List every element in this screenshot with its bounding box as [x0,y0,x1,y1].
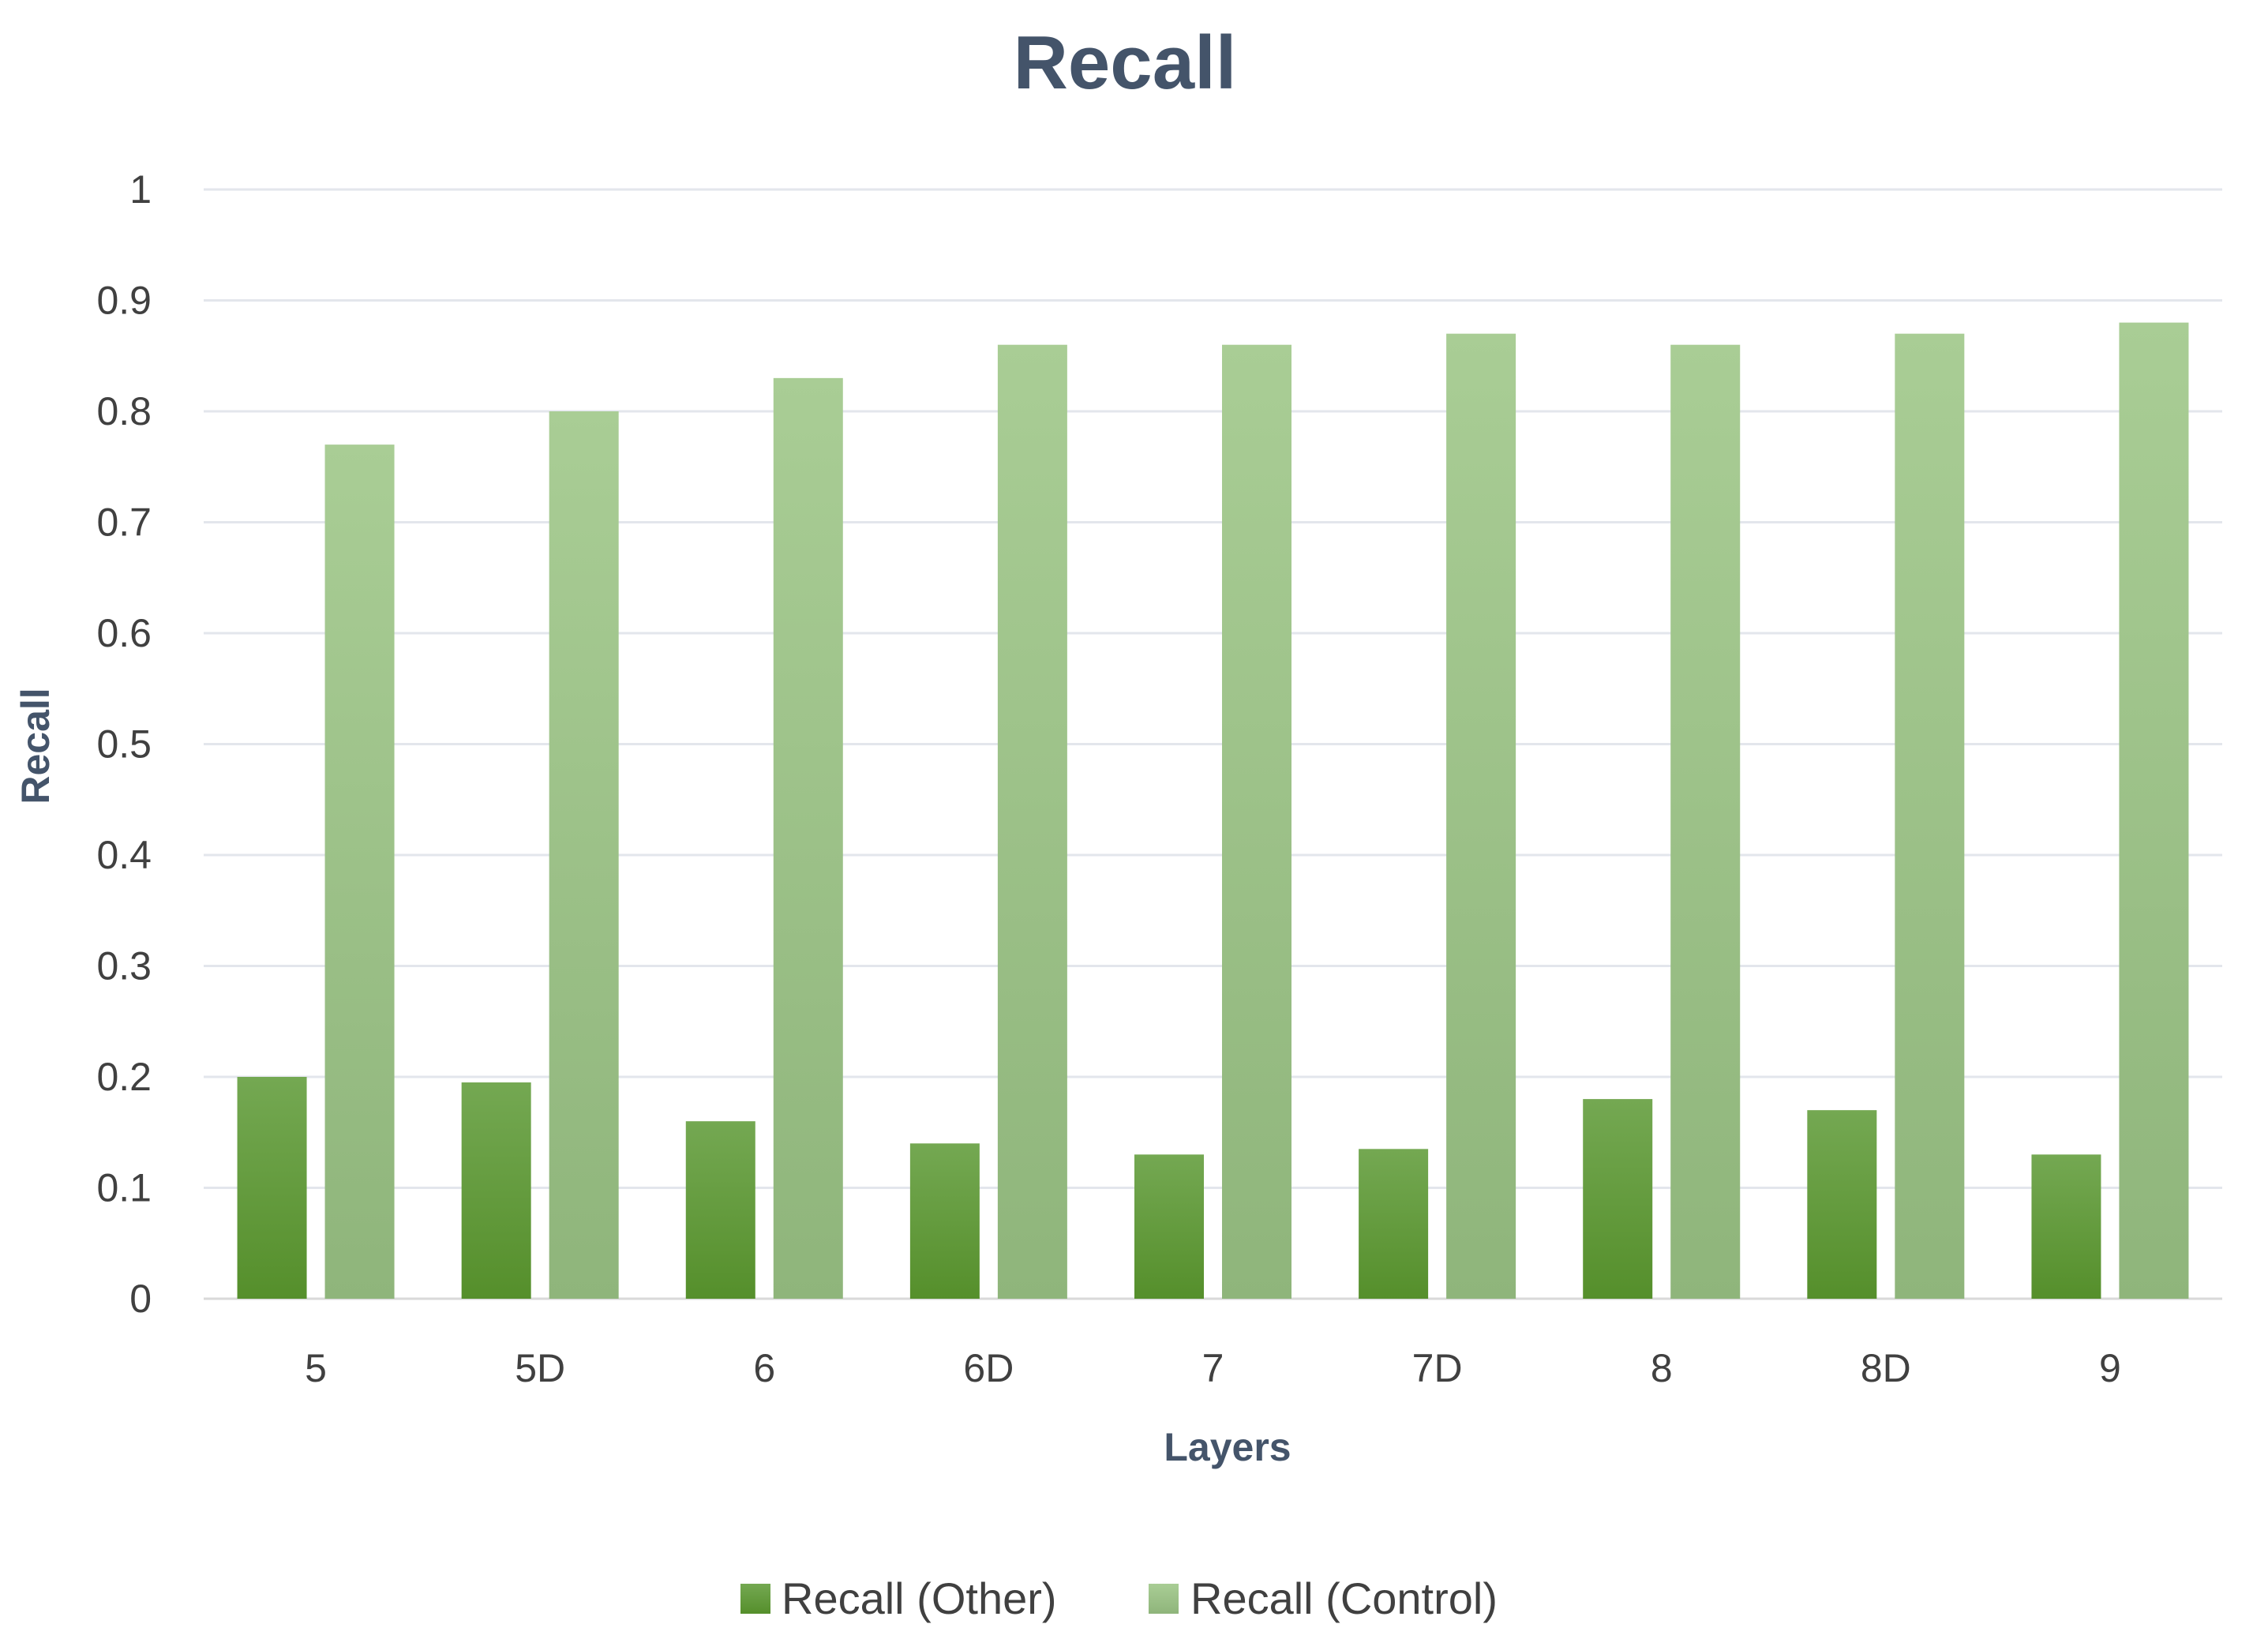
bar-recall-control [549,411,619,1299]
y-tick-label: 0 [129,1277,152,1321]
bar-recall-other [1807,1110,1877,1299]
bar-recall-other [1134,1154,1204,1299]
y-tick-label: 0.9 [96,279,152,323]
x-tick-label: 7 [1202,1346,1224,1390]
bar-recall-other [1359,1149,1429,1299]
x-tick-label: 5D [515,1346,565,1390]
bar-recall-control [1222,344,1291,1300]
x-tick-label: 9 [2099,1346,2121,1390]
x-tick-label: 5 [305,1346,327,1390]
y-tick-label: 0.7 [96,501,152,545]
bar-recall-other [1583,1099,1653,1299]
bar-recall-control [773,377,843,1300]
bars [237,322,2189,1300]
y-tick-label: 0.6 [96,611,152,655]
bar-recall-other [909,1143,980,1299]
gridlines [204,188,2222,1300]
bar-recall-other [2031,1154,2101,1299]
x-axis-label: Layers [1164,1425,1291,1469]
legend: Recall (Other) Recall (Control) [740,1573,1498,1623]
legend-label-other: Recall (Other) [782,1573,1057,1623]
y-axis-label: Recall [13,688,58,804]
legend-swatch-control [1149,1584,1179,1614]
legend-swatch-other [740,1584,770,1614]
bar-recall-control [1895,333,1965,1299]
y-tick-label: 0.4 [96,833,152,877]
bar-recall-control [324,444,395,1299]
y-tick-label: 0.2 [96,1055,152,1099]
y-tick-label: 0.8 [96,389,152,433]
y-tick-label: 1 [129,167,152,212]
bar-recall-control [1670,344,1741,1300]
bar-recall-control [2119,322,2189,1300]
y-tick-label: 0.1 [96,1166,152,1210]
x-tick-label: 7D [1412,1346,1463,1390]
bar-recall-control [1446,333,1516,1299]
x-axis-ticks: 5 5D 6 6D 7 7D 8 8D 9 [305,1346,2121,1390]
chart-title: Recall [1014,21,1237,105]
x-tick-label: 8 [1651,1346,1673,1390]
y-tick-label: 0.3 [96,944,152,988]
bar-recall-control [997,344,1067,1300]
x-tick-label: 8D [1861,1346,1911,1390]
bar-recall-other [685,1121,755,1299]
bar-recall-other [237,1077,307,1299]
legend-label-control: Recall (Control) [1190,1573,1498,1623]
bar-recall-other [461,1082,531,1299]
y-axis-ticks: 0 0.1 0.2 0.3 0.4 0.5 0.6 0.7 0.8 0.9 1 [96,167,152,1321]
x-tick-label: 6D [963,1346,1014,1390]
x-tick-label: 6 [753,1346,775,1390]
y-tick-label: 0.5 [96,722,152,767]
